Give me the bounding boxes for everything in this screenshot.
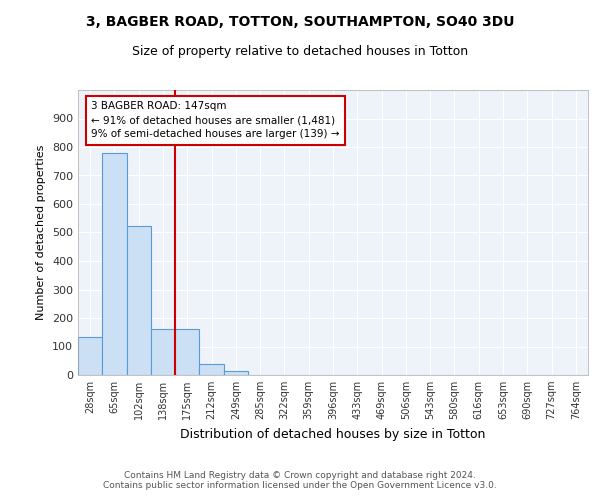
- Bar: [127, 226, 151, 375]
- Text: 3, BAGBER ROAD, TOTTON, SOUTHAMPTON, SO40 3DU: 3, BAGBER ROAD, TOTTON, SOUTHAMPTON, SO4…: [86, 15, 514, 29]
- Bar: [78, 337, 102, 375]
- Text: 3 BAGBER ROAD: 147sqm
← 91% of detached houses are smaller (1,481)
9% of semi-de: 3 BAGBER ROAD: 147sqm ← 91% of detached …: [91, 102, 340, 140]
- Bar: [102, 154, 127, 375]
- Bar: [151, 330, 175, 375]
- Text: Size of property relative to detached houses in Totton: Size of property relative to detached ho…: [132, 45, 468, 58]
- Y-axis label: Number of detached properties: Number of detached properties: [37, 145, 46, 320]
- Bar: [224, 372, 248, 375]
- Bar: [175, 330, 199, 375]
- Bar: [199, 364, 224, 375]
- Text: Contains HM Land Registry data © Crown copyright and database right 2024.
Contai: Contains HM Land Registry data © Crown c…: [103, 470, 497, 490]
- X-axis label: Distribution of detached houses by size in Totton: Distribution of detached houses by size …: [181, 428, 485, 440]
